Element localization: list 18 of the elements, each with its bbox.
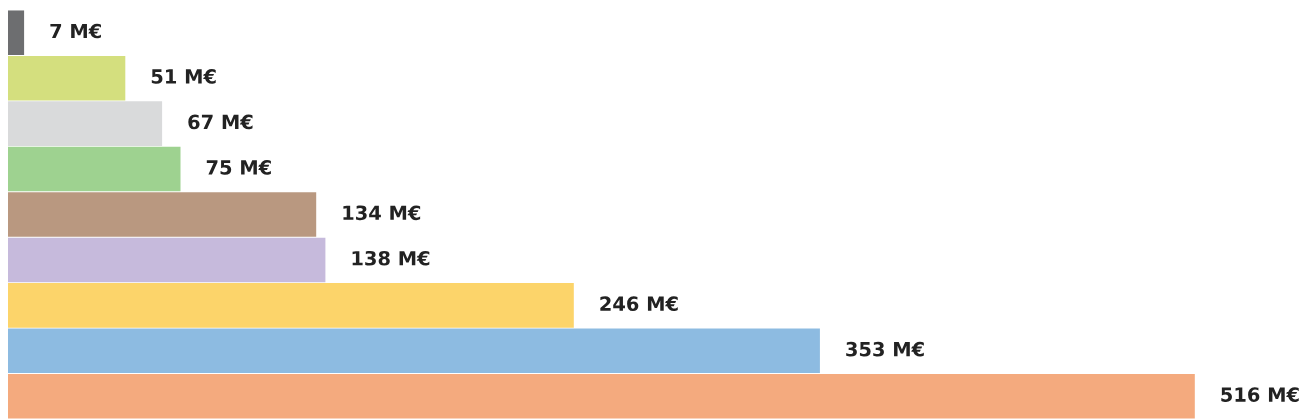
data-label: 353 M€ — [846, 341, 924, 357]
bar — [8, 374, 1195, 419]
data-label: 516 M€ — [1221, 387, 1299, 402]
bar — [8, 146, 181, 192]
bar — [8, 10, 25, 55]
data-label: 67 M€ — [188, 114, 253, 130]
bar — [8, 192, 317, 237]
data-label: 51 M€ — [151, 69, 216, 84]
data-label: 7 M€ — [50, 23, 101, 39]
bar — [8, 283, 574, 328]
data-label: 246 M€ — [600, 296, 678, 312]
data-label: 138 M€ — [352, 250, 430, 266]
bar — [8, 328, 820, 374]
bar — [8, 55, 126, 101]
data-label: 75 M€ — [206, 159, 271, 175]
bar — [8, 237, 326, 283]
bar — [8, 101, 163, 146]
data-label: 134 M€ — [343, 205, 421, 221]
